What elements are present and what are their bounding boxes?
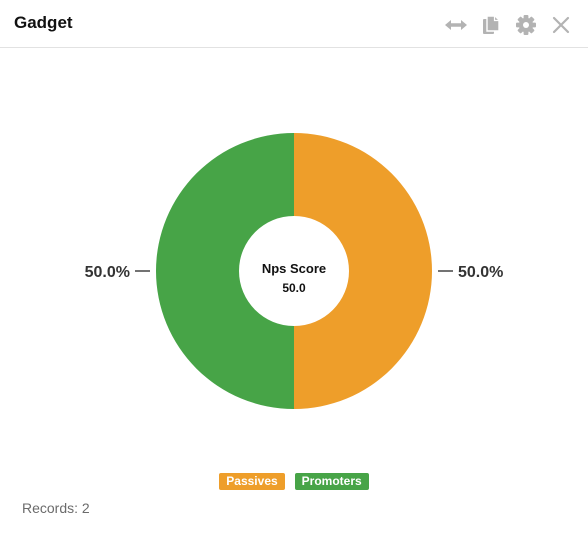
chart-legend: Passives Promoters: [0, 473, 588, 490]
gadget-header: Gadget: [0, 0, 588, 48]
records-count: Records: 2: [22, 500, 90, 516]
close-button[interactable]: [548, 12, 574, 38]
donut-slice-passives[interactable]: [294, 133, 432, 409]
donut-slices: [156, 133, 432, 409]
gear-icon: [516, 15, 536, 35]
donut-chart-svg: 50.0% 50.0% Nps Score 50.0: [85, 133, 504, 409]
copy-button[interactable]: [478, 12, 504, 38]
resize-horizontal-icon: [445, 20, 467, 30]
gadget-toolbar: [434, 12, 574, 38]
resize-horizontal-button[interactable]: [443, 12, 469, 38]
close-icon: [552, 16, 570, 34]
slice-label-promoters: 50.0%: [85, 264, 130, 281]
donut-slice-labels: 50.0% 50.0%: [85, 264, 504, 281]
settings-button[interactable]: [513, 12, 539, 38]
legend-item-passives[interactable]: Passives: [219, 473, 285, 490]
donut-center-value: 50.0: [282, 281, 306, 295]
donut-slice-promoters[interactable]: [156, 133, 294, 409]
donut-center-label: Nps Score: [262, 261, 326, 276]
gadget-title: Gadget: [14, 13, 73, 32]
nps-donut-chart: 50.0% 50.0% Nps Score 50.0: [0, 49, 588, 469]
slice-label-passives: 50.0%: [458, 264, 503, 281]
copy-icon: [483, 15, 500, 34]
legend-item-promoters[interactable]: Promoters: [294, 473, 369, 490]
